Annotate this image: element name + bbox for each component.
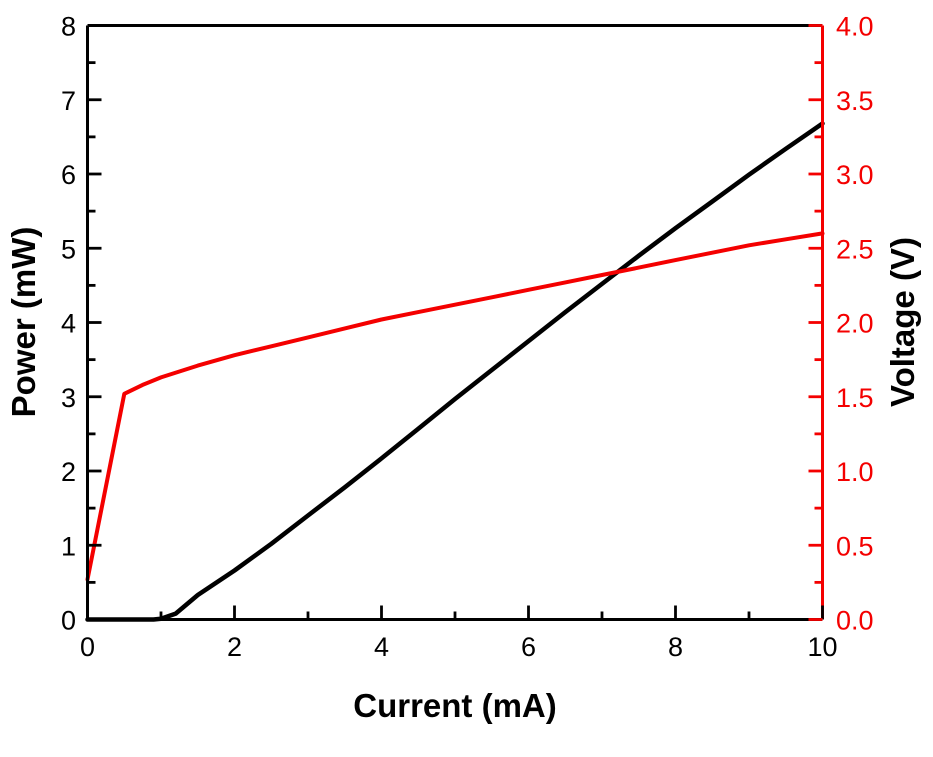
power-curve [85, 121, 825, 622]
left-y-tick-label: 7 [61, 86, 76, 116]
left-y-tick-label: 1 [61, 531, 76, 561]
right-y-tick-label: 4.0 [836, 12, 874, 42]
right-y-tick-label: 1.5 [836, 383, 874, 413]
x-tick-label: 0 [80, 632, 95, 662]
right-y-tick-label: 3.0 [836, 160, 874, 190]
voltage-curve [85, 231, 825, 582]
right-y-tick-label: 0.0 [836, 606, 874, 636]
right-y-tick-label: 2.0 [836, 309, 874, 339]
left-y-tick-label: 0 [61, 606, 76, 636]
right-y-tick-label: 3.5 [836, 86, 874, 116]
right-y-tick-label: 0.5 [836, 531, 874, 561]
left-y-tick-label: 5 [61, 234, 76, 264]
right-y-tick-label: 1.0 [836, 457, 874, 487]
left-y-tick-label: 6 [61, 160, 76, 190]
right-y-axis-title: Voltage (V) [884, 237, 921, 407]
x-tick-label: 4 [374, 632, 389, 662]
left-y-tick-label: 3 [61, 383, 76, 413]
x-tick-label: 8 [668, 632, 683, 662]
x-axis-title: Current (mA) [353, 687, 557, 724]
left-y-tick-label: 8 [61, 12, 76, 42]
right-y-tick-label: 2.5 [836, 234, 874, 264]
x-tick-label: 6 [521, 632, 536, 662]
left-y-tick-label: 4 [61, 309, 76, 339]
left-y-tick-label: 2 [61, 457, 76, 487]
left-y-axis-title: Power (mW) [5, 226, 42, 418]
x-tick-label: 2 [227, 632, 242, 662]
x-tick-label: 10 [807, 632, 837, 662]
